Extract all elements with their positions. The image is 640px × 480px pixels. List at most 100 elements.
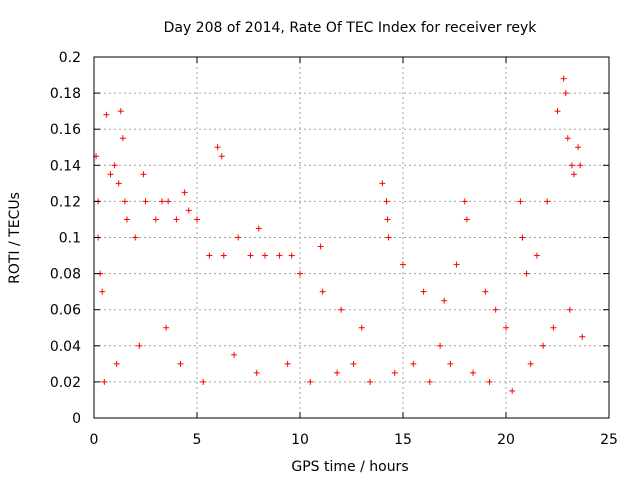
- data-point: [181, 189, 188, 196]
- x-axis-label: GPS time / hours: [291, 459, 408, 475]
- data-point: [142, 198, 149, 205]
- y-tick-label: 0.1: [59, 231, 81, 247]
- data-point: [117, 108, 124, 115]
- data-point: [540, 342, 547, 349]
- data-point: [350, 360, 357, 367]
- data-point: [173, 216, 180, 223]
- data-point: [261, 252, 268, 259]
- data-point: [276, 252, 283, 259]
- x-tick-label: 15: [394, 432, 412, 448]
- data-point: [113, 360, 120, 367]
- data-point: [307, 378, 314, 385]
- data-point: [383, 198, 390, 205]
- y-tick-label: 0.04: [50, 339, 81, 355]
- data-point: [132, 234, 139, 241]
- data-point: [410, 360, 417, 367]
- data-point: [319, 288, 326, 295]
- data-point: [358, 324, 365, 331]
- data-point: [441, 297, 448, 304]
- data-point: [400, 261, 406, 268]
- data-point: [426, 378, 433, 385]
- data-point: [517, 198, 524, 205]
- data-point: [509, 387, 516, 394]
- data-point: [575, 144, 582, 151]
- data-point: [218, 153, 225, 160]
- data-point: [544, 198, 551, 205]
- y-tick-label: 0.08: [50, 267, 81, 283]
- data-point: [447, 360, 454, 367]
- data-point: [550, 324, 557, 331]
- data-point: [577, 162, 584, 169]
- x-tick-label: 10: [291, 432, 309, 448]
- data-point: [177, 360, 184, 367]
- data-point: [579, 333, 586, 340]
- data-point: [570, 171, 577, 178]
- data-point: [463, 216, 470, 223]
- x-tick-label: 25: [600, 432, 618, 448]
- x-tick-label: 0: [90, 432, 99, 448]
- data-point: [527, 360, 534, 367]
- data-point: [334, 369, 341, 376]
- data-point: [560, 75, 567, 82]
- data-point: [385, 234, 392, 241]
- data-point: [194, 216, 200, 223]
- data-point: [103, 111, 110, 118]
- data-point: [519, 234, 526, 241]
- y-tick-label: 0.16: [50, 122, 81, 138]
- data-point: [379, 180, 386, 187]
- data-point: [453, 261, 460, 268]
- data-point: [562, 90, 569, 97]
- y-tick-label: 0.14: [50, 158, 81, 174]
- data-point: [121, 198, 128, 205]
- x-tick-label: 5: [193, 432, 202, 448]
- data-point: [338, 306, 345, 313]
- data-point: [470, 369, 477, 376]
- data-point: [554, 108, 561, 115]
- data-point: [384, 216, 391, 223]
- data-point: [220, 252, 227, 259]
- y-tick-label: 0: [72, 411, 81, 427]
- data-point: [486, 378, 493, 385]
- data-point: [367, 378, 374, 385]
- data-point: [503, 324, 509, 331]
- y-axis-label: ROTI / TECUs: [7, 192, 23, 284]
- data-point: [420, 288, 427, 295]
- data-point: [99, 288, 106, 295]
- data-point: [564, 135, 571, 142]
- data-point: [247, 252, 254, 259]
- data-point: [185, 207, 192, 214]
- x-tick-label: 20: [497, 432, 515, 448]
- data-point: [253, 369, 260, 376]
- data-point: [200, 378, 207, 385]
- data-point: [107, 171, 114, 178]
- data-point: [566, 306, 573, 313]
- data-point: [297, 270, 303, 277]
- data-point: [152, 216, 159, 223]
- data-point: [533, 252, 540, 259]
- data-point: [523, 270, 530, 277]
- data-point: [492, 306, 499, 313]
- data-point: [317, 243, 324, 250]
- data-point: [288, 252, 295, 259]
- data-point: [111, 162, 118, 169]
- y-tick-label: 0.06: [50, 303, 81, 319]
- data-point: [206, 252, 213, 259]
- tick-layer: 0 5 10 15 20 25 0 0.02 0.04 0.06 0.08 0.1 0.12 0.14 0.…: [50, 50, 618, 448]
- data-point: [101, 378, 108, 385]
- chart-title: Day 208 of 2014, Rate Of TEC Index for r…: [164, 20, 538, 36]
- data-point: [165, 198, 172, 205]
- y-tick-label: 0.18: [50, 86, 81, 102]
- y-tick-label: 0.02: [50, 375, 81, 391]
- data-point: [437, 342, 444, 349]
- data-point: [235, 234, 242, 241]
- data-point: [568, 162, 575, 169]
- data-point: [115, 180, 122, 187]
- data-point: [391, 369, 398, 376]
- data-point: [214, 144, 221, 151]
- data-point: [136, 342, 143, 349]
- y-tick-label: 0.12: [50, 194, 81, 210]
- data-point: [158, 198, 165, 205]
- data-point: [163, 324, 170, 331]
